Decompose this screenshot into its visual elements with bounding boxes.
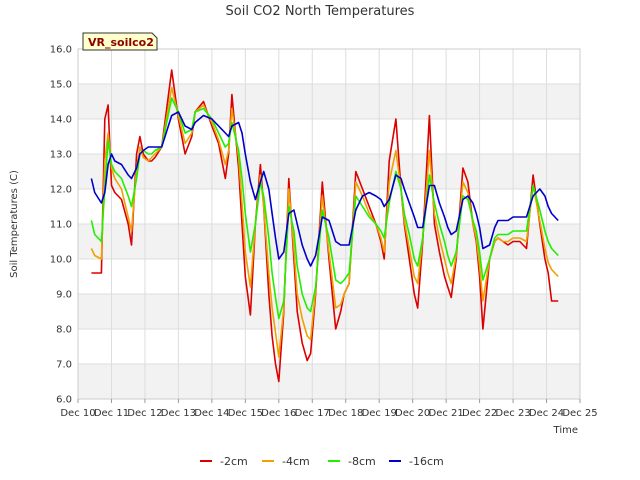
plot-band [78,364,580,399]
plot-band [78,294,580,329]
x-tick-label: Dec 17 [295,408,330,419]
badge-box [82,32,158,51]
x-tick-label: Dec 22 [462,408,497,419]
legend: -2cm -4cm -8cm -16cm [200,455,444,468]
y-tick-label: 14.0 [50,115,72,126]
series-line-4cmcm-depth [90,86,559,358]
y-axis-label: Soil Temperatures (C) [9,170,20,278]
x-tick-label: Dec 12 [127,408,162,419]
legend-item: -16cm [389,455,444,468]
x-tick-label: Dec 14 [194,408,229,419]
plot-background-bands [78,84,580,399]
y-tick-label: 11.0 [50,220,72,231]
legend-label: -16cm [409,455,444,468]
x-tick-label: Dec 24 [529,408,564,419]
y-tick-label: 16.0 [50,45,72,56]
x-tick-label: Dec 16 [261,408,296,419]
legend-item: -2cm [200,455,248,468]
y-axis-ticks: 6.0 7.0 8.0 9.0 10.0 11.0 12.0 13.0 14.0 15.0 16.0 [50,45,72,406]
legend-item: -8cm [328,455,376,468]
x-tick-label: Dec 19 [362,408,397,419]
plot-area [77,48,581,400]
x-tick-label: Dec 25 [562,408,597,419]
gridlines [77,48,581,400]
series-line-16cmcm-depth [90,111,559,267]
legend-label: -8cm [348,455,376,468]
legend-label: -4cm [282,455,310,468]
x-tick-label: Dec 10 [60,408,95,419]
y-tick-label: 15.0 [50,80,72,91]
y-tick-label: 6.0 [56,395,72,406]
plot-band [78,154,580,189]
x-tick-label: Dec 11 [94,408,129,419]
y-tick-label: 8.0 [56,325,72,336]
x-tick-label: Dec 15 [228,408,263,419]
plot-band [78,84,580,119]
station-badge: VR_soilco2 [82,32,158,51]
y-tick-label: 12.0 [50,185,72,196]
badge-label: VR_soilco2 [88,36,154,49]
x-tick-label: Dec 13 [161,408,196,419]
x-axis-label: Time [553,425,578,436]
x-tick-label: Dec 18 [328,408,363,419]
y-tick-label: 7.0 [56,360,72,371]
chart-title: Soil CO2 North Temperatures [226,4,415,19]
y-tick-label: 10.0 [50,255,72,266]
series-lines [90,69,559,383]
x-tick-label: Dec 20 [395,408,430,419]
x-tick-label: Dec 21 [429,408,464,419]
y-tick-label: 13.0 [50,150,72,161]
series-line-8cmcm-depth [90,97,559,320]
legend-label: -2cm [220,455,248,468]
series-line-2cmcm-depth [91,69,559,383]
x-tick-label: Dec 23 [495,408,530,419]
y-tick-label: 9.0 [56,290,72,301]
legend-item: -4cm [262,455,310,468]
